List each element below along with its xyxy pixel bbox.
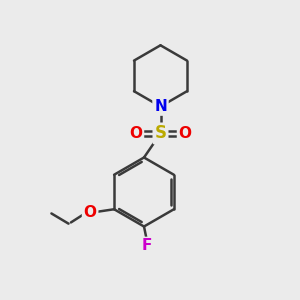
Text: O: O: [129, 126, 142, 141]
Text: S: S: [154, 124, 166, 142]
Text: N: N: [154, 99, 167, 114]
Text: O: O: [178, 126, 192, 141]
Text: O: O: [84, 205, 97, 220]
Text: F: F: [142, 238, 152, 253]
